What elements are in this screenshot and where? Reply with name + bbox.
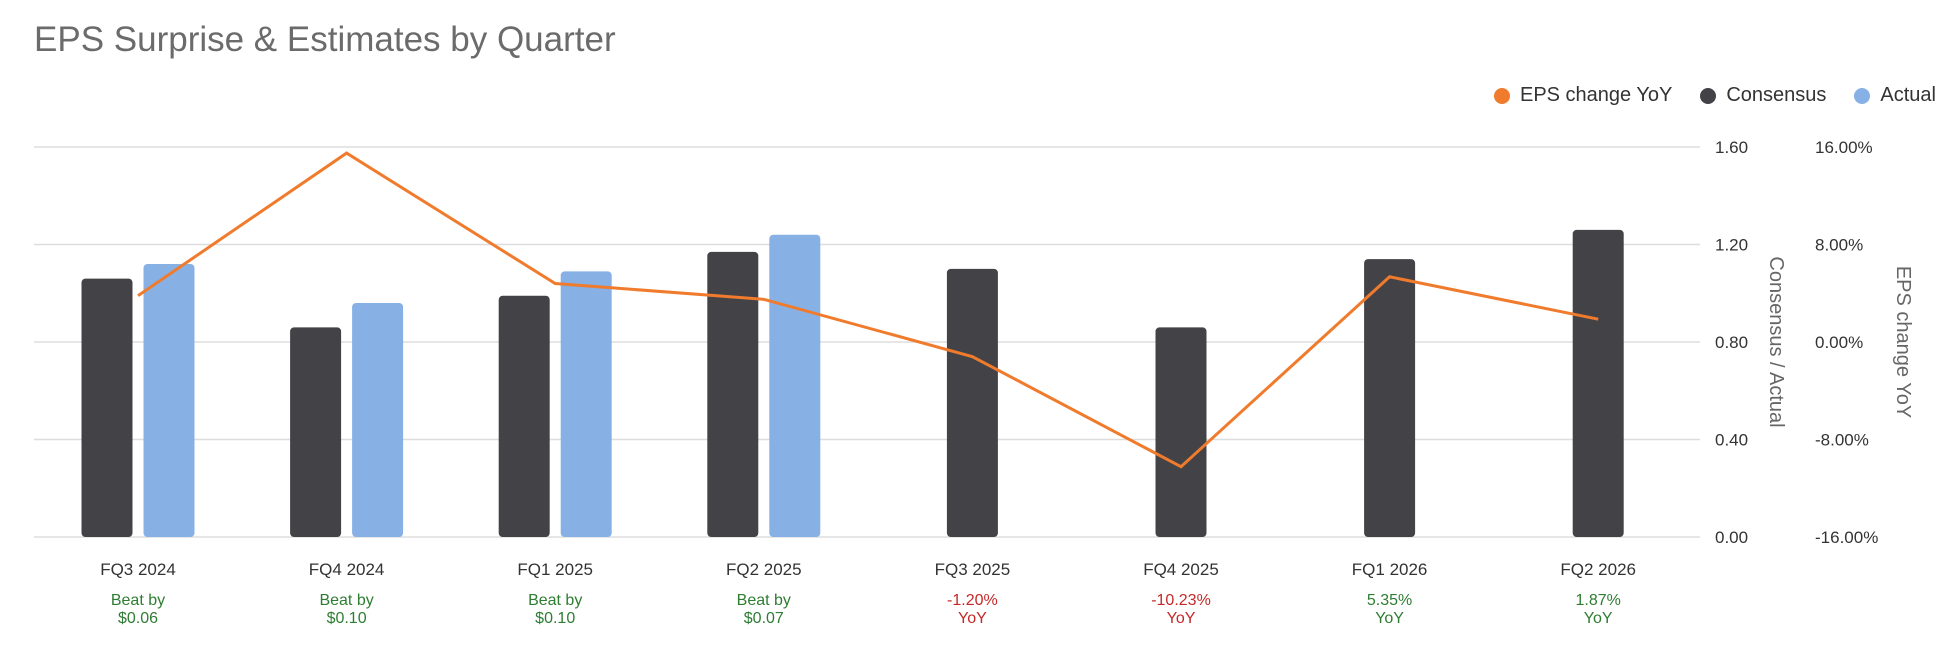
x-tick-label: FQ4 2024 (309, 560, 385, 579)
y-left-tick-label: 0.00 (1715, 528, 1748, 547)
y-right-tick-label: 8.00% (1815, 236, 1863, 255)
surprise-annotation-line1: -1.20% (947, 592, 998, 609)
consensus-bar (1572, 229, 1624, 537)
x-tick-label: FQ4 2025 (1143, 560, 1219, 579)
consensus-bar (1364, 259, 1416, 537)
y-left-tick-label: 0.40 (1715, 431, 1748, 450)
x-tick-label: FQ2 2026 (1560, 560, 1636, 579)
x-tick-label: FQ1 2026 (1352, 560, 1428, 579)
legend-label-consensus: Consensus (1726, 84, 1827, 106)
surprise-annotation-line2: $0.10 (535, 610, 575, 627)
surprise-annotation-line2: $0.07 (744, 610, 784, 627)
consensus-bar (707, 251, 759, 537)
surprise-annotation-line2: $0.06 (118, 610, 158, 627)
y-left-tick-label: 1.60 (1715, 138, 1748, 157)
surprise-annotation-line2: YoY (1375, 610, 1404, 627)
surprise-annotation-line1: -10.23% (1151, 592, 1211, 609)
x-tick-label: FQ2 2025 (726, 560, 802, 579)
legend-item-actual[interactable]: Actual (1854, 84, 1936, 107)
y-right-tick-label: -16.00% (1815, 528, 1878, 547)
surprise-annotation-line1: Beat by (528, 592, 582, 609)
y-left-axis-title: Consensus / Actual (1765, 256, 1787, 427)
y-left-tick-label: 0.80 (1715, 333, 1748, 352)
eps-change-line (137, 151, 1599, 469)
surprise-annotation-line1: Beat by (111, 592, 165, 609)
consensus-bar (946, 268, 998, 537)
y-left-tick-label: 1.20 (1715, 236, 1748, 255)
y-right-tick-label: 0.00% (1815, 333, 1863, 352)
consensus-bar (1155, 327, 1207, 537)
y-right-tick-label: -8.00% (1815, 431, 1869, 450)
actual-bar (769, 234, 821, 537)
surprise-annotation-line1: 1.87% (1576, 592, 1621, 609)
surprise-annotation-line1: 5.35% (1367, 592, 1412, 609)
legend-item-eps-change[interactable]: EPS change YoY (1493, 84, 1673, 107)
y-right-axis-title: EPS change YoY (1892, 266, 1914, 418)
surprise-annotation-line2: $0.10 (327, 610, 367, 627)
legend-label-eps-change: EPS change YoY (1519, 84, 1673, 106)
surprise-annotation-line2: YoY (1167, 610, 1196, 627)
consensus-bar (81, 278, 133, 537)
x-tick-label: FQ3 2025 (935, 560, 1011, 579)
legend: EPS change YoY Consensus Actual (1493, 84, 1936, 107)
x-tick-label: FQ1 2025 (517, 560, 593, 579)
legend-item-consensus[interactable]: Consensus (1700, 84, 1826, 107)
actual-bar (560, 271, 612, 537)
surprise-annotation-line2: YoY (1584, 610, 1613, 627)
actual-bar (352, 303, 404, 537)
consensus-bar (290, 327, 342, 537)
chart-title: EPS Surprise & Estimates by Quarter (34, 20, 616, 59)
surprise-annotation-line1: Beat by (319, 592, 373, 609)
actual-bar (143, 264, 195, 537)
consensus-bar (498, 295, 550, 537)
legend-label-actual: Actual (1880, 84, 1936, 106)
surprise-annotation-line2: YoY (958, 610, 987, 627)
legend-swatch-eps-change (1493, 87, 1510, 104)
surprise-annotation-line1: Beat by (737, 592, 791, 609)
y-right-tick-label: 16.00% (1815, 138, 1873, 157)
legend-swatch-actual (1854, 87, 1871, 104)
x-tick-label: FQ3 2024 (100, 560, 176, 579)
legend-swatch-consensus (1700, 87, 1717, 104)
